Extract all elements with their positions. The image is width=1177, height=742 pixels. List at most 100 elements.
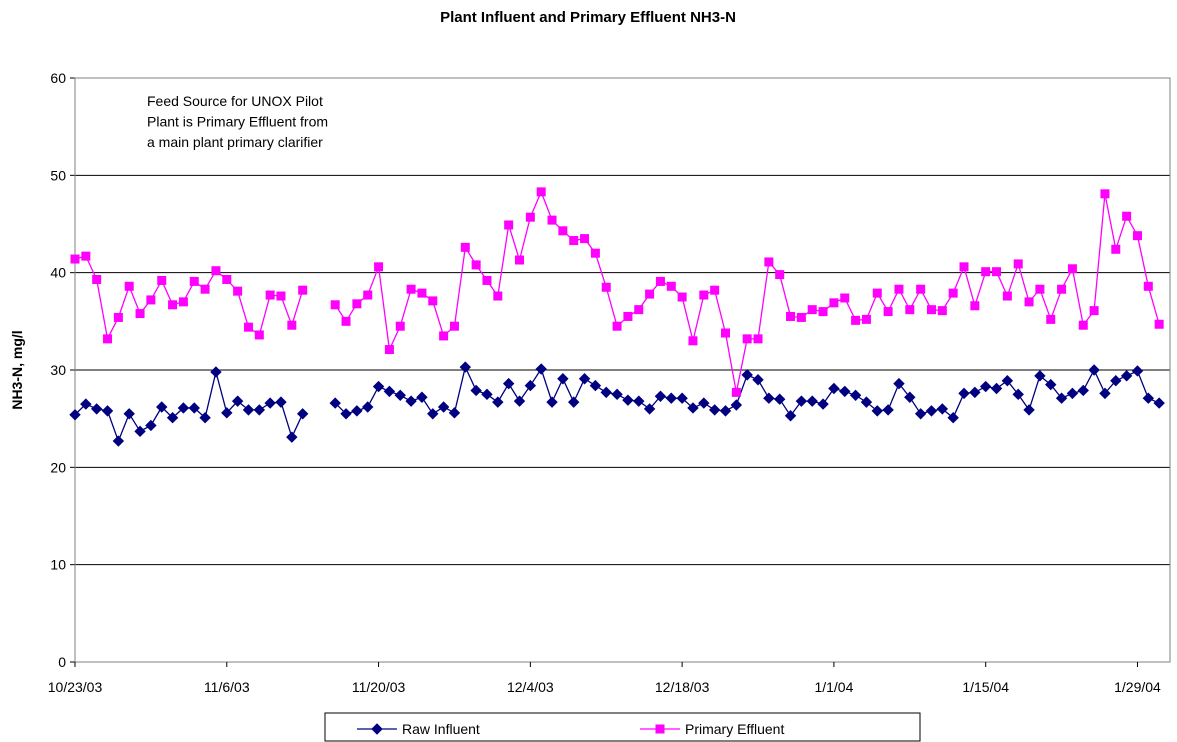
marker <box>840 293 850 303</box>
marker <box>286 431 298 443</box>
marker <box>80 398 92 410</box>
marker <box>959 262 969 272</box>
marker <box>265 290 275 300</box>
marker <box>730 399 743 411</box>
marker <box>633 395 645 407</box>
marker <box>871 405 883 417</box>
marker <box>849 389 862 402</box>
marker <box>222 274 232 284</box>
y-axis-label: NH3-N, mg/l <box>9 330 25 409</box>
marker <box>1111 244 1121 254</box>
marker <box>981 267 991 277</box>
marker <box>708 404 721 416</box>
marker <box>406 284 416 294</box>
marker <box>829 298 839 308</box>
marker <box>113 312 123 322</box>
marker <box>188 402 200 414</box>
marker <box>578 373 591 385</box>
marker <box>817 398 829 410</box>
marker <box>417 288 427 298</box>
marker <box>1110 374 1122 387</box>
marker <box>156 401 168 413</box>
marker <box>395 321 405 331</box>
marker <box>329 397 341 409</box>
marker <box>524 379 537 392</box>
marker <box>352 299 362 309</box>
marker <box>1023 404 1035 416</box>
marker <box>1143 281 1153 291</box>
marker <box>992 267 1002 277</box>
marker <box>449 321 459 331</box>
marker <box>916 284 926 294</box>
marker <box>383 385 396 398</box>
marker <box>807 305 817 315</box>
legend <box>324 712 921 742</box>
x-tick-label: 1/15/04 <box>962 679 1009 695</box>
x-tick-label: 12/4/03 <box>507 679 554 695</box>
marker <box>145 419 157 432</box>
marker <box>330 300 340 310</box>
y-tick-label: 10 <box>50 557 66 573</box>
marker <box>979 380 992 393</box>
marker <box>546 396 558 408</box>
marker <box>351 405 363 417</box>
marker <box>287 320 297 330</box>
marker <box>1057 284 1067 294</box>
x-tick-label: 11/6/03 <box>204 679 250 695</box>
marker <box>103 334 113 344</box>
marker <box>1001 374 1014 387</box>
marker <box>515 255 525 265</box>
marker <box>926 305 936 315</box>
marker <box>731 387 741 397</box>
marker <box>92 274 102 284</box>
marker <box>753 334 763 344</box>
annotation: a main plant primary clarifier <box>147 134 323 150</box>
marker <box>535 363 547 375</box>
marker <box>796 312 806 322</box>
marker <box>763 392 775 404</box>
marker <box>947 411 959 424</box>
marker <box>925 405 938 417</box>
marker <box>1088 364 1100 376</box>
marker <box>1034 370 1046 382</box>
marker <box>428 296 438 306</box>
marker <box>752 374 764 386</box>
marker <box>894 284 904 294</box>
marker <box>481 388 493 401</box>
marker <box>623 311 633 321</box>
marker <box>504 220 514 230</box>
marker <box>341 316 351 326</box>
marker <box>1131 365 1144 377</box>
marker <box>775 270 785 280</box>
marker <box>773 393 786 405</box>
marker <box>211 266 221 276</box>
marker <box>720 328 730 338</box>
marker <box>958 387 970 400</box>
marker <box>590 248 600 258</box>
marker <box>851 315 861 325</box>
marker <box>1100 189 1110 199</box>
marker <box>166 411 179 424</box>
y-tick-label: 30 <box>50 362 66 378</box>
marker <box>405 395 417 407</box>
marker <box>371 723 383 735</box>
marker <box>600 386 612 399</box>
plot-area <box>74 77 1171 663</box>
x-tick-label: 1/29/04 <box>1114 679 1161 695</box>
marker <box>135 309 145 319</box>
marker <box>296 408 309 420</box>
marker <box>81 251 91 261</box>
marker <box>872 288 882 298</box>
marker <box>525 212 535 222</box>
marker <box>112 435 125 447</box>
marker <box>719 405 732 417</box>
marker <box>905 305 915 315</box>
marker <box>936 403 949 415</box>
marker <box>914 408 927 420</box>
marker <box>439 331 449 341</box>
legend-label: Primary Effluent <box>685 721 784 737</box>
marker <box>243 322 253 332</box>
marker <box>1046 314 1056 324</box>
x-tick-label: 1/1/04 <box>814 679 853 695</box>
marker <box>645 289 655 299</box>
